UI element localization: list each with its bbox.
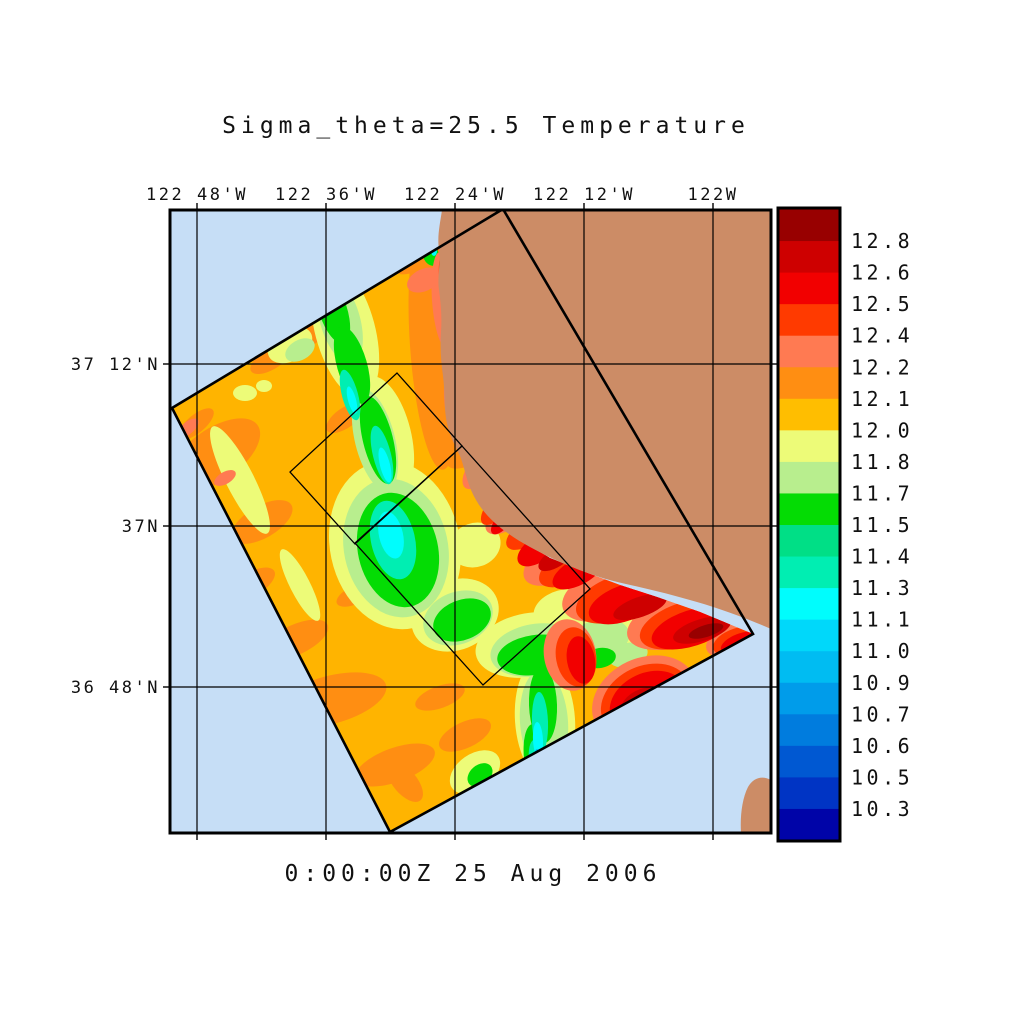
field-contour-blob bbox=[256, 380, 272, 392]
colorbar-tick-label: 12.5 bbox=[851, 292, 913, 316]
colorbar-tick-label: 11.1 bbox=[851, 608, 913, 632]
map-frame bbox=[168, 208, 773, 835]
colorbar-tick-labels: 12.8 12.6 12.5 12.4 12.2 12.1 12.0 11.8 11.7 11.5… bbox=[851, 229, 913, 821]
colorbar-tick-label: 11.5 bbox=[851, 513, 913, 537]
field-contour-blob bbox=[449, 522, 501, 568]
colorbar-segment bbox=[779, 556, 839, 589]
lon-tick-label: 122W bbox=[688, 185, 739, 205]
colorbar-segment bbox=[779, 619, 839, 652]
plot-title: Sigma_theta=25.5 Temperature bbox=[222, 113, 750, 139]
colorbar-segment bbox=[779, 651, 839, 684]
colorbar-segment bbox=[779, 588, 839, 621]
colorbar-tick-label: 11.3 bbox=[851, 576, 913, 600]
map-plot bbox=[170, 210, 771, 833]
colorbar-tick-label: 10.7 bbox=[851, 702, 913, 726]
lon-tick-label: 122 48'W bbox=[146, 185, 248, 205]
longitude-tick-labels: 122 48'W 122 36'W 122 24'W 122 12'W 122W bbox=[146, 185, 739, 205]
colorbar: 12.8 12.6 12.5 12.4 12.2 12.1 12.0 11.8 11.7 11.5… bbox=[776, 206, 913, 843]
colorbar-segment bbox=[779, 241, 839, 274]
field-contour-blob bbox=[439, 718, 491, 752]
field-contour-blob bbox=[214, 470, 236, 486]
colorbar-segment bbox=[779, 461, 839, 495]
monterey-peninsula-land bbox=[740, 777, 771, 833]
colorbar-segments bbox=[779, 209, 839, 842]
field-contour-blob bbox=[210, 426, 270, 534]
colorbar-tick-label: 11.7 bbox=[851, 481, 913, 505]
colorbar-tick-label: 12.4 bbox=[851, 324, 913, 348]
colorbar-tick-label: 12.2 bbox=[851, 355, 913, 379]
lat-tick-label: 37N bbox=[122, 517, 160, 537]
field-contour-blob bbox=[688, 623, 724, 639]
lat-tick-label: 37 12'N bbox=[71, 355, 160, 375]
field-contour-blob bbox=[613, 593, 667, 621]
colorbar-segment bbox=[779, 367, 839, 400]
field-contour-blob bbox=[566, 636, 596, 684]
colorbar-border bbox=[776, 206, 842, 843]
colorbar-segment bbox=[779, 808, 839, 842]
time-label: 0:00:00Z 25 Aug 2006 bbox=[285, 861, 662, 887]
colorbar-tick-label: 10.3 bbox=[851, 797, 913, 821]
field-contour-blob bbox=[387, 762, 423, 802]
colorbar-segment bbox=[779, 398, 839, 431]
colorbar-tick-label: 11.4 bbox=[851, 545, 913, 569]
colorbar-tick-label: 12.8 bbox=[851, 229, 913, 253]
lon-tick-label: 122 24'W bbox=[404, 185, 506, 205]
field-contour-blob bbox=[415, 683, 465, 711]
inner-domain-box-2 bbox=[354, 445, 591, 686]
colorbar-segment bbox=[779, 272, 839, 305]
field-contour-blob bbox=[378, 447, 392, 483]
lon-tick-label: 122 36'W bbox=[275, 185, 377, 205]
colorbar-tick-label: 11.8 bbox=[851, 450, 913, 474]
latitude-tick-labels: 37 12'N 37N 36 48'N bbox=[71, 355, 160, 698]
colorbar-tick-label: 12.1 bbox=[851, 387, 913, 411]
colorbar-segment bbox=[779, 777, 839, 810]
colorbar-tick-label: 10.6 bbox=[851, 734, 913, 758]
colorbar-segment bbox=[779, 335, 839, 368]
field-contour-blob bbox=[378, 511, 404, 559]
field-contour-blob bbox=[233, 385, 257, 401]
colorbar-segment bbox=[779, 304, 839, 337]
field-contour-blob bbox=[346, 386, 358, 414]
colorbar-segment bbox=[779, 209, 839, 242]
colorbar-segment bbox=[779, 525, 839, 558]
colorbar-segment bbox=[779, 682, 839, 715]
colorbar-tick-label: 11.0 bbox=[851, 639, 913, 663]
lat-tick-label: 36 48'N bbox=[71, 678, 160, 698]
graticule bbox=[170, 210, 771, 833]
colorbar-segment bbox=[779, 430, 839, 463]
field-contour-blob bbox=[333, 326, 371, 404]
inner-domain-box-1 bbox=[289, 372, 463, 545]
colorbar-tick-label: 12.0 bbox=[851, 418, 913, 442]
colorbar-tick-label: 10.9 bbox=[851, 671, 913, 695]
colorbar-tick-label: 12.6 bbox=[851, 261, 913, 285]
colorbar-segment bbox=[779, 745, 839, 778]
colorbar-segment bbox=[779, 493, 839, 526]
field-contour-blob bbox=[285, 338, 315, 362]
axis-ticks bbox=[163, 203, 778, 840]
field-contour-blob bbox=[433, 598, 491, 642]
field-contour-blob bbox=[279, 549, 321, 621]
colorbar-segment bbox=[779, 714, 839, 747]
field-contour-blob bbox=[407, 267, 441, 293]
lon-tick-label: 122 12'W bbox=[533, 185, 635, 205]
colorbar-tick-label: 10.5 bbox=[851, 765, 913, 789]
